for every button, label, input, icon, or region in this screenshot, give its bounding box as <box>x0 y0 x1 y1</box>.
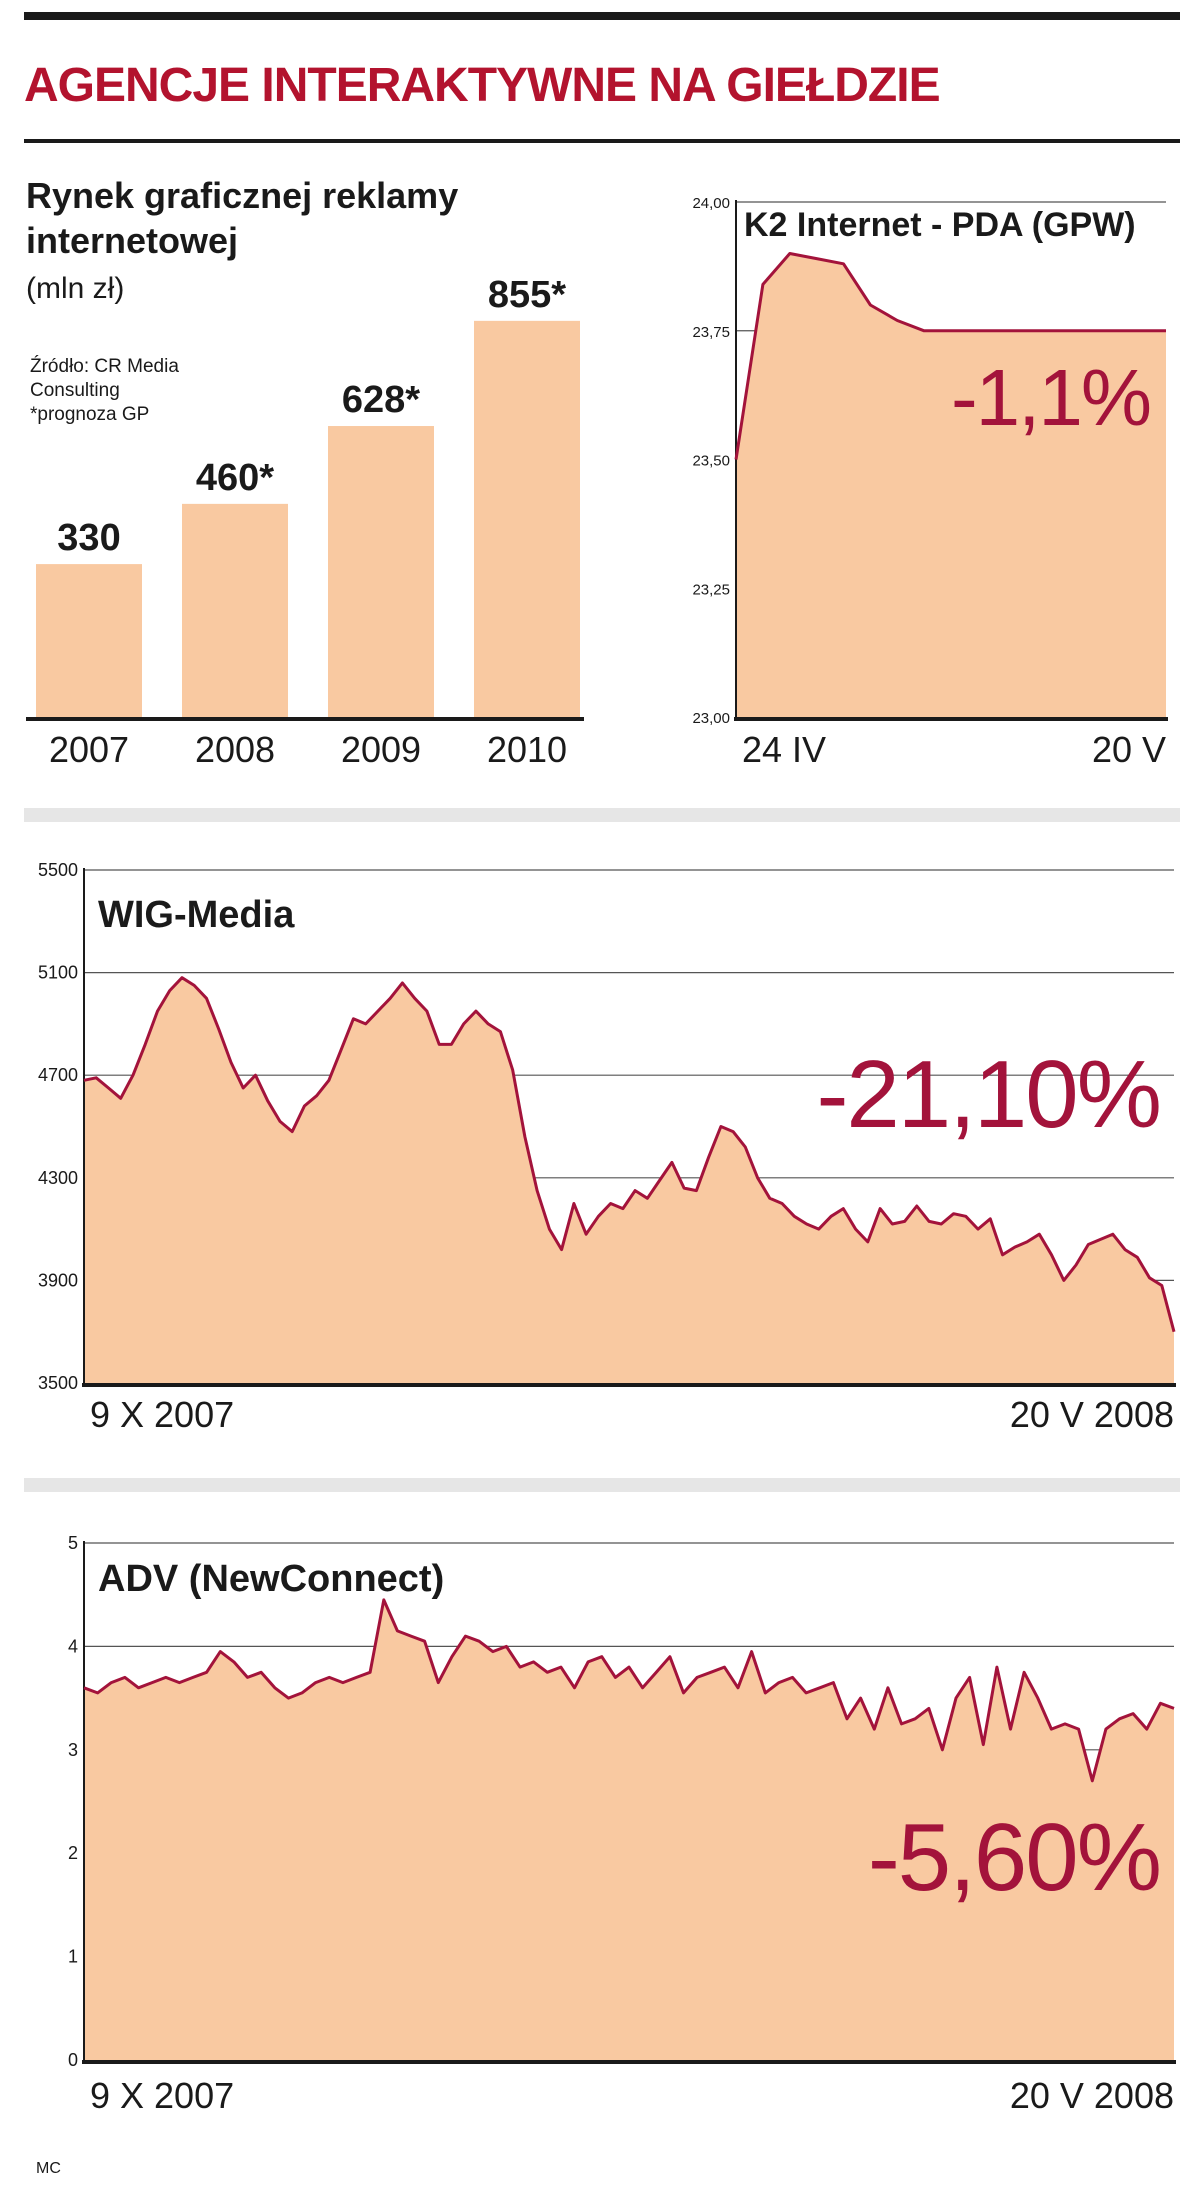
y-tick-label: 23,25 <box>692 581 730 598</box>
x-start-label: 9 X 2007 <box>90 2075 234 2116</box>
y-tick-label: 3 <box>68 1740 78 1760</box>
y-tick-label: 3500 <box>38 1373 78 1393</box>
page-title: AGENCJE INTERAKTYWNE NA GIEŁDZIE <box>24 59 941 112</box>
y-tick-label: 23,50 <box>692 453 730 470</box>
series-line <box>734 252 1166 460</box>
chart-title: K2 Internet - PDA (GPW) <box>744 206 1136 244</box>
y-tick-label: 2 <box>68 1843 78 1863</box>
x-end-label: 20 V 2008 <box>1010 1394 1174 1435</box>
bar-value-label: 330 <box>57 517 120 559</box>
x-tick-label: 2008 <box>195 729 275 770</box>
x-tick-label: 2010 <box>487 729 567 770</box>
adv-chart: 0 1 2 3 4 5 ADV (NewConnect) -5,60% 9 X 2007 20 V… <box>36 1533 1176 2177</box>
bar-2010 <box>474 320 580 717</box>
y-tick-label: 5100 <box>38 963 78 983</box>
bar-2008 <box>182 503 288 717</box>
k2-chart: 23,00 23,25 23,50 23,75 24,00 K2 Internet - P… <box>692 195 1168 770</box>
y-tick-label: 23,75 <box>692 324 730 341</box>
source-note-line1: Źródło: CR Media <box>30 356 179 377</box>
source-note-line3: *prognoza GP <box>30 404 149 425</box>
y-tick-label: 4 <box>68 1636 78 1656</box>
bar-baseline <box>26 717 584 721</box>
x-start-label: 9 X 2007 <box>90 1394 234 1435</box>
chart-title: WIG-Media <box>98 894 295 936</box>
area-fill <box>736 253 1166 717</box>
title-rule <box>24 139 1180 143</box>
x-end-label: 20 V <box>1092 729 1166 770</box>
y-tick-label: 24,00 <box>692 195 730 212</box>
x-axis <box>734 717 1168 721</box>
bar-value-label: 460* <box>196 457 274 499</box>
source-note-line2: Consulting <box>30 380 120 401</box>
bar-chart-unit: (mln zł) <box>26 272 124 305</box>
footer-initials: MC <box>36 2160 61 2177</box>
y-tick-label: 4300 <box>38 1168 78 1188</box>
bar-value-label: 628* <box>342 379 420 421</box>
x-tick-label: 2009 <box>341 729 421 770</box>
chart-title: ADV (NewConnect) <box>98 1558 444 1600</box>
bar-chart-title-line2: internetowej <box>26 220 238 261</box>
x-axis <box>82 1383 1176 1387</box>
x-axis <box>82 2060 1176 2064</box>
y-tick-label: 5500 <box>38 860 78 880</box>
change-percent: -1,1% <box>951 353 1150 442</box>
y-tick-label: 1 <box>68 1947 78 1967</box>
section-separator <box>24 808 1180 822</box>
area-fill <box>84 977 1174 1383</box>
bar-2009 <box>328 426 434 717</box>
series-line <box>83 1598 1175 1783</box>
change-percent: -5,60% <box>868 1804 1160 1911</box>
area-fill <box>84 1599 1174 2060</box>
x-tick-label: 2007 <box>49 729 129 770</box>
change-percent: -21,10% <box>816 1041 1160 1148</box>
top-rule <box>24 12 1180 20</box>
x-end-label: 20 V 2008 <box>1010 2075 1174 2116</box>
bar-chart: Rynek graficznej reklamy internetowej (m… <box>26 175 584 770</box>
bar-chart-title-line1: Rynek graficznej reklamy <box>26 175 458 216</box>
section-separator <box>24 1478 1180 1492</box>
x-start-label: 24 IV <box>742 729 826 770</box>
y-tick-label: 0 <box>68 2050 78 2070</box>
y-tick-label: 3900 <box>38 1270 78 1290</box>
y-tick-label: 5 <box>68 1533 78 1553</box>
wig-media-chart: 3500 3900 4300 4700 5100 5500 WIG-Media -21,10%… <box>38 860 1176 1435</box>
bar-2007 <box>36 564 142 717</box>
series-line <box>83 976 1176 1333</box>
y-tick-label: 23,00 <box>692 710 730 727</box>
y-tick-label: 4700 <box>38 1065 78 1085</box>
bar-value-label: 855* <box>488 274 566 316</box>
